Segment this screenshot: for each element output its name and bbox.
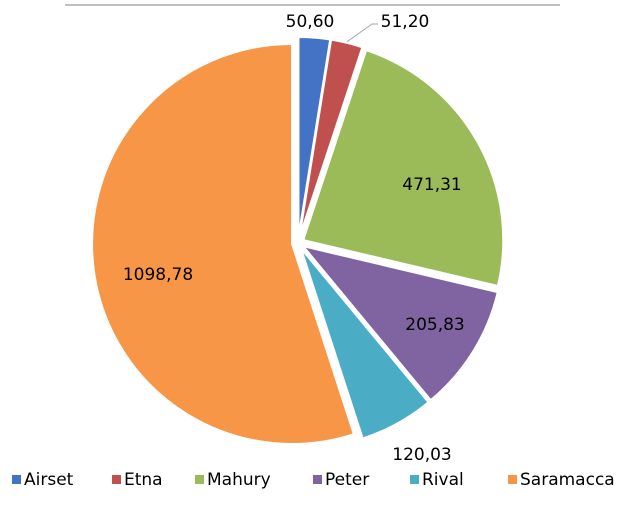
legend-swatch bbox=[508, 475, 517, 484]
legend-swatch bbox=[410, 475, 419, 484]
legend-label: Saramacca bbox=[520, 470, 615, 490]
pie-slice bbox=[301, 48, 505, 288]
legend-label: Etna bbox=[124, 470, 163, 490]
legend-swatch bbox=[313, 475, 322, 484]
legend-swatch bbox=[12, 475, 21, 484]
legend-swatch bbox=[195, 475, 204, 484]
pie-slice bbox=[91, 42, 356, 445]
pie-slice bbox=[298, 38, 364, 238]
pie-slice bbox=[300, 244, 499, 402]
legend-label: Rival bbox=[422, 470, 464, 490]
legend-label: Peter bbox=[325, 470, 369, 490]
legend-label: Mahury bbox=[207, 470, 271, 490]
data-label: 50,60 bbox=[286, 12, 335, 32]
legend-swatch bbox=[112, 475, 121, 484]
data-label: 1098,78 bbox=[123, 265, 193, 285]
legend-label: Airset bbox=[24, 470, 74, 490]
pie-slice bbox=[299, 247, 430, 440]
data-label: 205,83 bbox=[405, 315, 464, 335]
leader-line bbox=[346, 23, 378, 43]
data-label: 120,03 bbox=[392, 445, 451, 465]
data-label: 51,20 bbox=[381, 12, 430, 32]
data-label: 471,31 bbox=[402, 175, 461, 195]
